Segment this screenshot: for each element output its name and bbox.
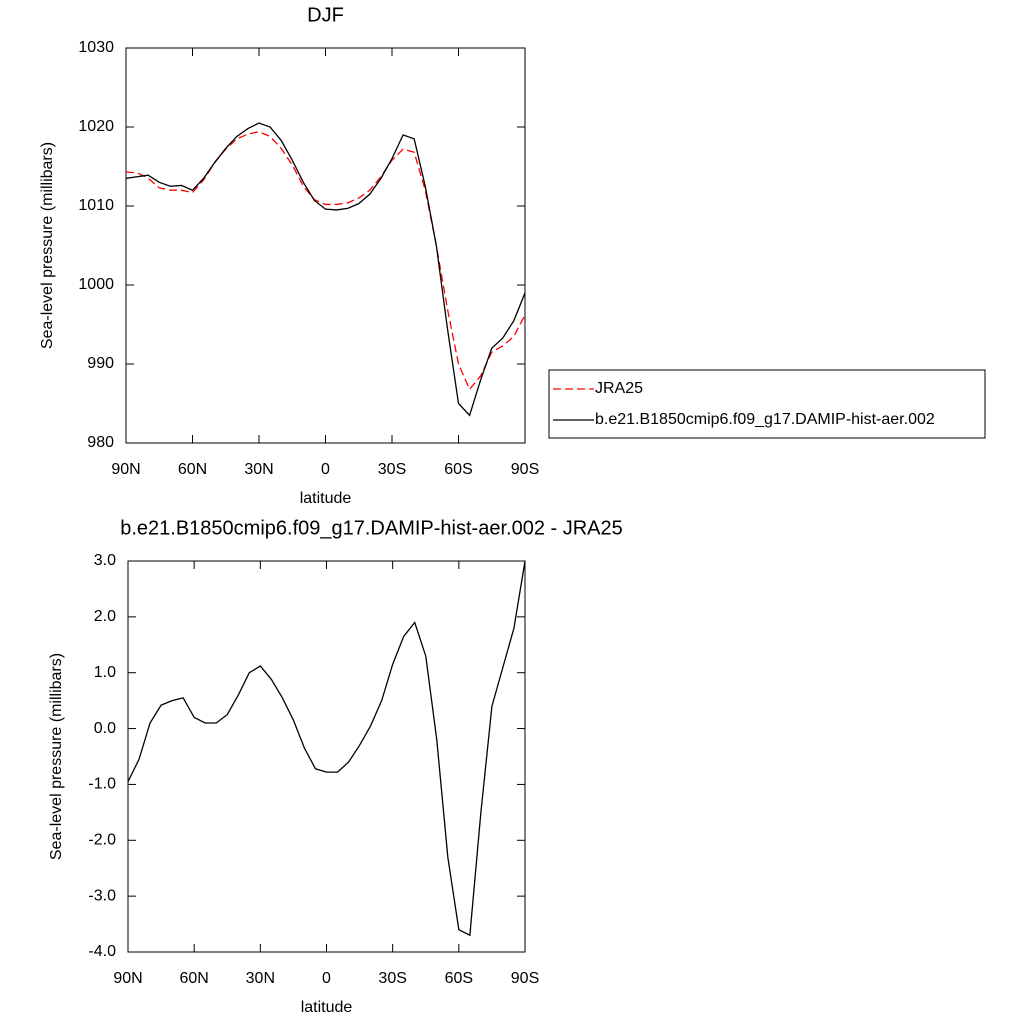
x-axis-label: latitude (300, 490, 352, 507)
x-axis-label: latitude (301, 999, 353, 1016)
x-tick-label: 30S (378, 970, 406, 987)
y-tick-label: 1000 (78, 276, 114, 293)
legend-box (548, 369, 986, 439)
data-line (125, 122, 526, 417)
x-tick-label: 90S (511, 970, 539, 987)
x-tick-label: 0 (322, 970, 331, 987)
x-tick-label: 30S (378, 461, 406, 478)
x-tick-label: 0 (321, 461, 330, 478)
x-tick-label: 90S (511, 461, 539, 478)
y-axis-label: Sea-level pressure (millibars) (48, 653, 65, 860)
y-tick-label: 1010 (78, 197, 114, 214)
data-line (125, 131, 526, 391)
legend-label: JRA25 (595, 380, 643, 397)
plot-frame (125, 47, 526, 444)
x-tick-label: 30N (246, 970, 275, 987)
x-tick-label: 60S (445, 970, 473, 987)
y-tick-label: -2.0 (88, 832, 116, 849)
y-axis-label: Sea-level pressure (millibars) (39, 142, 56, 349)
y-tick-label: 0.0 (94, 720, 116, 737)
y-tick-label: 1020 (78, 118, 114, 135)
y-tick-label: 980 (87, 434, 114, 451)
legend-label: b.e21.B1850cmip6.f09_g17.DAMIP-hist-aer.… (595, 411, 935, 428)
x-tick-label: 30N (244, 461, 273, 478)
y-tick-label: 3.0 (94, 552, 116, 569)
chart-title: DJF (307, 4, 344, 26)
x-tick-label: 60N (178, 461, 207, 478)
x-tick-label: 60N (179, 970, 208, 987)
y-tick-label: 2.0 (94, 608, 116, 625)
chart-title: b.e21.B1850cmip6.f09_g17.DAMIP-hist-aer.… (120, 517, 623, 539)
panel: b.e21.B1850cmip6.f09_g17.DAMIP-hist-aer.… (48, 517, 623, 1016)
data-line (127, 560, 526, 937)
x-tick-label: 90N (111, 461, 140, 478)
y-tick-label: 1.0 (94, 664, 116, 681)
y-tick-label: -1.0 (88, 776, 116, 793)
y-tick-label: -3.0 (88, 887, 116, 904)
panel: DJF latitude Sea-level pressure (millibars… (39, 4, 986, 507)
y-tick-label: 990 (87, 355, 114, 372)
plot-frame (127, 560, 526, 953)
y-tick-label: -4.0 (88, 943, 116, 960)
x-tick-label: 60S (444, 461, 472, 478)
x-tick-label: 90N (113, 970, 142, 987)
y-tick-label: 1030 (78, 39, 114, 56)
